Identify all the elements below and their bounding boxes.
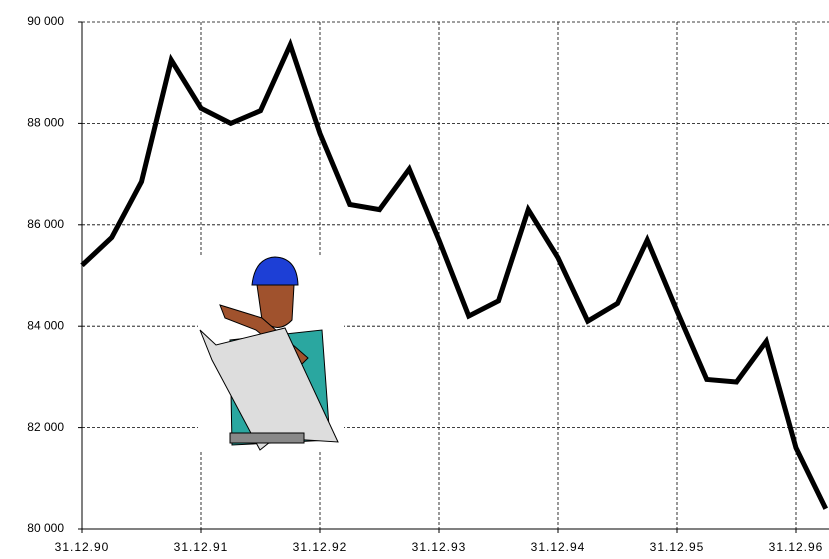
- x-tick-label: 31.12.94: [531, 540, 586, 554]
- y-tick-label: 80 000: [27, 521, 64, 535]
- y-tick-label: 82 000: [27, 420, 64, 434]
- worker-helmet: [251, 256, 299, 286]
- plot-area: 80 000 82 000 84 000 86 000 88 000 90 000 31.1…: [27, 14, 829, 554]
- x-tick-label: 31.12.92: [293, 540, 348, 554]
- worker-clipart: [198, 256, 344, 452]
- x-tick-label: 31.12.95: [650, 540, 705, 554]
- y-tick-label: 88 000: [27, 116, 64, 130]
- y-tick-label: 90 000: [27, 14, 64, 28]
- worker-base: [229, 432, 305, 444]
- y-tick-label: 86 000: [27, 217, 64, 231]
- x-tick-label: 31.12.96: [769, 540, 824, 554]
- x-tick-label: 31.12.91: [174, 540, 229, 554]
- y-tick-label: 84 000: [27, 318, 64, 332]
- x-tick-label: 31.12.90: [55, 540, 110, 554]
- blueprint-paper: [199, 327, 339, 451]
- x-tick-label: 31.12.93: [412, 540, 467, 554]
- data-line: [80, 37, 828, 510]
